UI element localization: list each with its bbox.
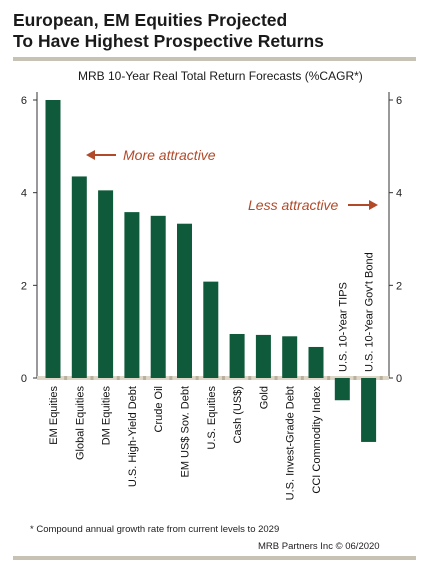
category-label: CCI Commodity Index [311,386,323,494]
bar [98,190,114,378]
right-tick-label: 6 [396,95,402,107]
annotation-less-attractive: Less attractive [248,197,338,213]
category-separator [90,376,94,380]
right-tick-label: 4 [396,188,402,200]
bar [177,223,192,378]
category-separator [221,376,225,380]
bar [255,334,271,378]
chart-title: European, EM Equities Projected To Have … [13,10,413,52]
source-credit: MRB Partners Inc © 06/2020 [258,541,380,552]
less-attractive-arrow-head [369,200,378,210]
bar [150,215,166,378]
category-label: U.S. High-Yield Debt [127,386,139,487]
bar [229,333,245,378]
title-line-2: To Have Highest Prospective Returns [13,31,324,51]
category-label: Gold [258,386,270,409]
annotation-more-attractive: More attractive [123,147,216,163]
bar [45,100,61,378]
category-label: U.S. 10-Year TIPS [337,282,349,372]
category-separator [327,376,331,380]
right-tick-label: 2 [396,280,402,292]
bar [361,378,377,442]
category-separator [274,376,278,380]
category-label: EM Equities [48,386,60,445]
category-label: Crude Oil [153,386,165,432]
category-separator [379,376,383,380]
left-tick-label: 2 [21,280,27,292]
chart-subtitle: MRB 10-Year Real Total Return Forecasts … [78,69,363,83]
category-label: DM Equities [101,386,113,446]
category-separator [169,376,173,380]
bar [308,346,324,378]
category-separator [300,376,304,380]
more-attractive-arrow-head [86,150,95,160]
category-label: Cash (US$) [232,386,244,443]
category-separator [64,376,68,380]
category-separator [116,376,120,380]
category-label: U.S. Equities [206,386,218,450]
category-label: U.S. Invest-Grade Debt [285,386,297,500]
footnote: * Compound annual growth rate from curre… [30,524,280,535]
category-separator [143,376,147,380]
category-label: Global Equities [74,386,86,460]
left-tick-label: 6 [21,95,27,107]
left-tick-label: 0 [21,373,27,385]
bar [334,378,350,401]
bar [71,176,87,378]
category-separator [195,376,199,380]
category-separator [248,376,252,380]
bottom-divider [13,556,416,560]
bar [282,336,298,378]
category-labels: EM Equities Global Equities DM Equities U.S… [48,252,376,500]
bars [45,100,377,442]
category-label: U.S. 10-Year Gov't Bond [364,252,376,372]
right-tick-label: 0 [396,373,402,385]
category-label: EM US$ Sov. Debt [180,386,192,478]
annotations: More attractive Less attractive [86,147,378,213]
category-separator [353,376,357,380]
bar [203,281,219,378]
bar [124,212,140,378]
title-divider [13,57,416,61]
left-tick-label: 4 [21,188,27,200]
title-line-1: European, EM Equities Projected [13,10,288,30]
